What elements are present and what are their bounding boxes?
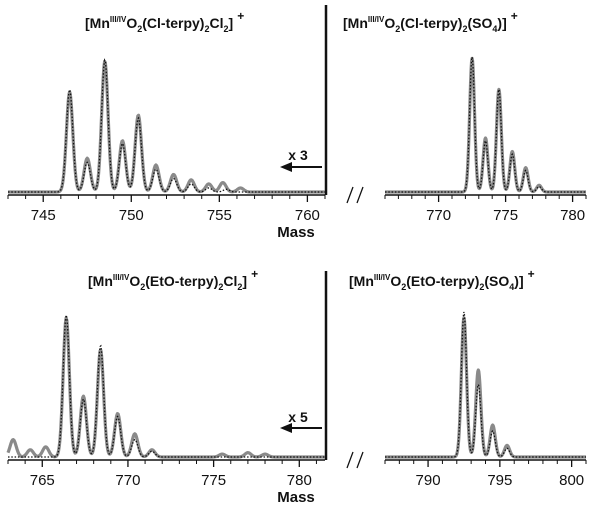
tick-label: 775 — [201, 472, 226, 489]
left-spectrum-title: [MnIII/IVO2(Cl-terpy)2Cl2] + — [85, 9, 244, 34]
right-spectrum-title: [MnIII/IVO2(EtO-terpy)2(SO4)] + — [349, 267, 535, 292]
tick-label: 780 — [560, 207, 585, 224]
axis-break-mark — [346, 451, 354, 469]
tick-label: 780 — [287, 472, 312, 489]
left-spectrum-title: [MnIII/IVO2(EtO-terpy)2Cl2] + — [88, 267, 258, 292]
tick-label: 755 — [207, 207, 232, 224]
simulated-spectrum-line — [385, 311, 586, 458]
x-axis-title: Mass — [277, 224, 315, 241]
tick-label: 795 — [487, 472, 512, 489]
right-spectrum-title: [MnIII/IVO2(Cl-terpy)2(SO4)] + — [343, 9, 518, 34]
axis-break-mark — [356, 186, 364, 204]
tick-label: 770 — [115, 472, 140, 489]
tick-label: 750 — [119, 207, 144, 224]
scale-arrow-head — [280, 162, 292, 172]
tick-label: 775 — [493, 207, 518, 224]
tick-label: 745 — [31, 207, 56, 224]
scale-factor-annotation: x 5 — [288, 409, 308, 425]
tick-label: 790 — [416, 472, 441, 489]
axis-break-mark — [356, 451, 364, 469]
axis-break-mark — [346, 186, 354, 204]
experimental-spectrum-line — [383, 56, 588, 194]
tick-label: 765 — [30, 472, 55, 489]
tick-label: 760 — [295, 207, 320, 224]
experimental-spectrum-line — [6, 316, 326, 459]
tick-label: 770 — [426, 207, 451, 224]
experimental-spectrum-line — [383, 316, 588, 459]
scale-arrow-head — [280, 423, 292, 433]
simulated-spectrum-line — [8, 58, 325, 193]
simulated-spectrum-line — [8, 314, 325, 458]
experimental-spectrum-line — [7, 59, 326, 194]
tick-label: 800 — [559, 472, 584, 489]
simulated-spectrum-line — [385, 56, 586, 193]
x-axis-title: Mass — [277, 489, 315, 506]
scale-factor-annotation: x 3 — [288, 147, 308, 163]
